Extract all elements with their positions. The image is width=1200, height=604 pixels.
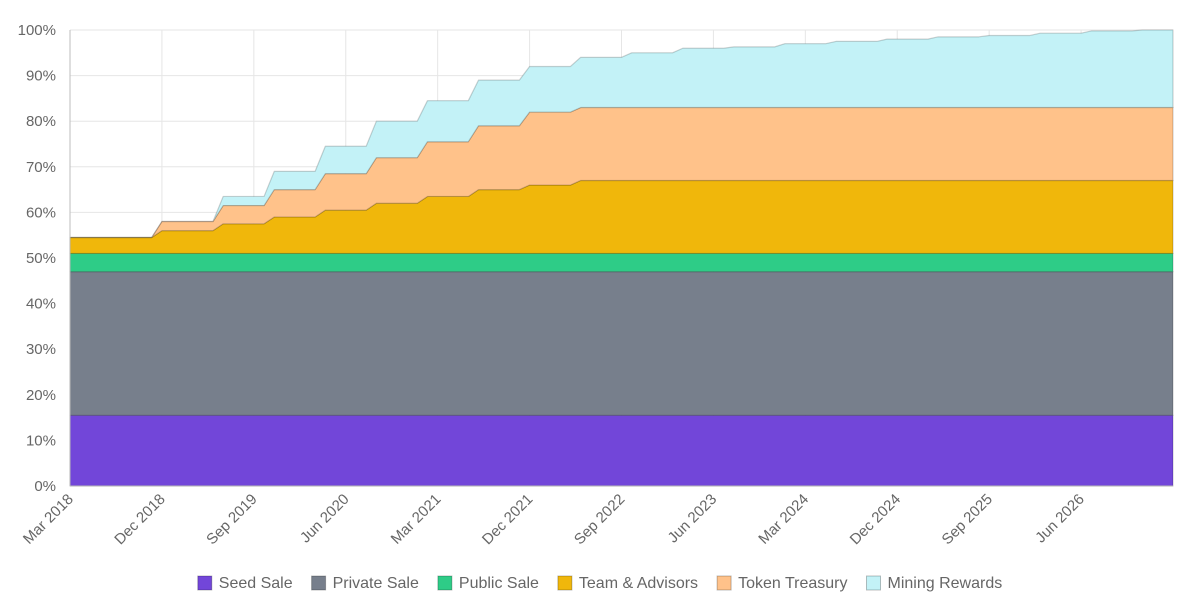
y-tick-label: 100% bbox=[18, 22, 56, 39]
x-tick-label: Mar 2021 bbox=[388, 491, 445, 548]
y-tick-label: 50% bbox=[26, 250, 56, 267]
legend-item-token-treasury[interactable]: Token Treasury bbox=[716, 575, 847, 592]
legend-item-seed-sale[interactable]: Seed Sale bbox=[197, 575, 293, 592]
y-tick-label: 60% bbox=[26, 204, 56, 221]
y-tick-label: 20% bbox=[26, 387, 56, 404]
legend-label: Mining Rewards bbox=[888, 575, 1003, 592]
y-tick-label: 80% bbox=[26, 113, 56, 130]
x-tick-label: Sep 2019 bbox=[203, 491, 260, 548]
area-public-sale[interactable] bbox=[69, 252, 1174, 273]
y-tick-label: 40% bbox=[26, 296, 56, 313]
x-tick-label: Sep 2025 bbox=[939, 491, 996, 548]
legend-label: Team & Advisors bbox=[579, 575, 698, 592]
legend-swatch bbox=[716, 575, 732, 591]
y-tick-label: 70% bbox=[26, 159, 56, 176]
legend: Seed Sale Private Sale Public Sale Team & A… bbox=[197, 575, 1003, 592]
legend-label: Private Sale bbox=[333, 575, 419, 592]
legend-label: Seed Sale bbox=[219, 575, 293, 592]
y-tick-label: 10% bbox=[26, 432, 56, 449]
area-seed-sale[interactable] bbox=[69, 414, 1174, 487]
legend-item-mining-rewards[interactable]: Mining Rewards bbox=[866, 575, 1003, 592]
legend-item-public-sale[interactable]: Public Sale bbox=[437, 575, 539, 592]
x-tick-label: Dec 2024 bbox=[847, 491, 904, 548]
legend-swatch bbox=[197, 575, 213, 591]
stacked-areas bbox=[69, 29, 1174, 487]
x-tick-label: Sep 2022 bbox=[571, 491, 628, 548]
x-tick-label: Mar 2018 bbox=[20, 491, 77, 548]
area-token-treasury[interactable] bbox=[69, 106, 1174, 239]
legend-item-private-sale[interactable]: Private Sale bbox=[311, 575, 419, 592]
area-private-sale[interactable] bbox=[69, 271, 1174, 416]
area-mining-rewards[interactable] bbox=[69, 29, 1174, 239]
x-tick-label: Mar 2024 bbox=[755, 491, 812, 548]
y-tick-label: 30% bbox=[26, 341, 56, 358]
legend-label: Token Treasury bbox=[738, 575, 847, 592]
x-tick-label: Dec 2018 bbox=[111, 491, 168, 548]
x-tick-label: Dec 2021 bbox=[479, 491, 536, 548]
y-tick-label: 0% bbox=[34, 478, 56, 495]
legend-item-team-and-advisors[interactable]: Team & Advisors bbox=[557, 575, 698, 592]
x-tick-label: Jun 2020 bbox=[297, 491, 353, 547]
legend-swatch bbox=[437, 575, 453, 591]
legend-swatch bbox=[311, 575, 327, 591]
legend-swatch bbox=[557, 575, 573, 591]
x-tick-label: Jun 2026 bbox=[1032, 491, 1088, 547]
legend-swatch bbox=[866, 575, 881, 591]
legend-label: Public Sale bbox=[459, 575, 539, 592]
y-tick-label: 90% bbox=[26, 68, 56, 85]
x-tick-label: Jun 2023 bbox=[665, 491, 721, 547]
